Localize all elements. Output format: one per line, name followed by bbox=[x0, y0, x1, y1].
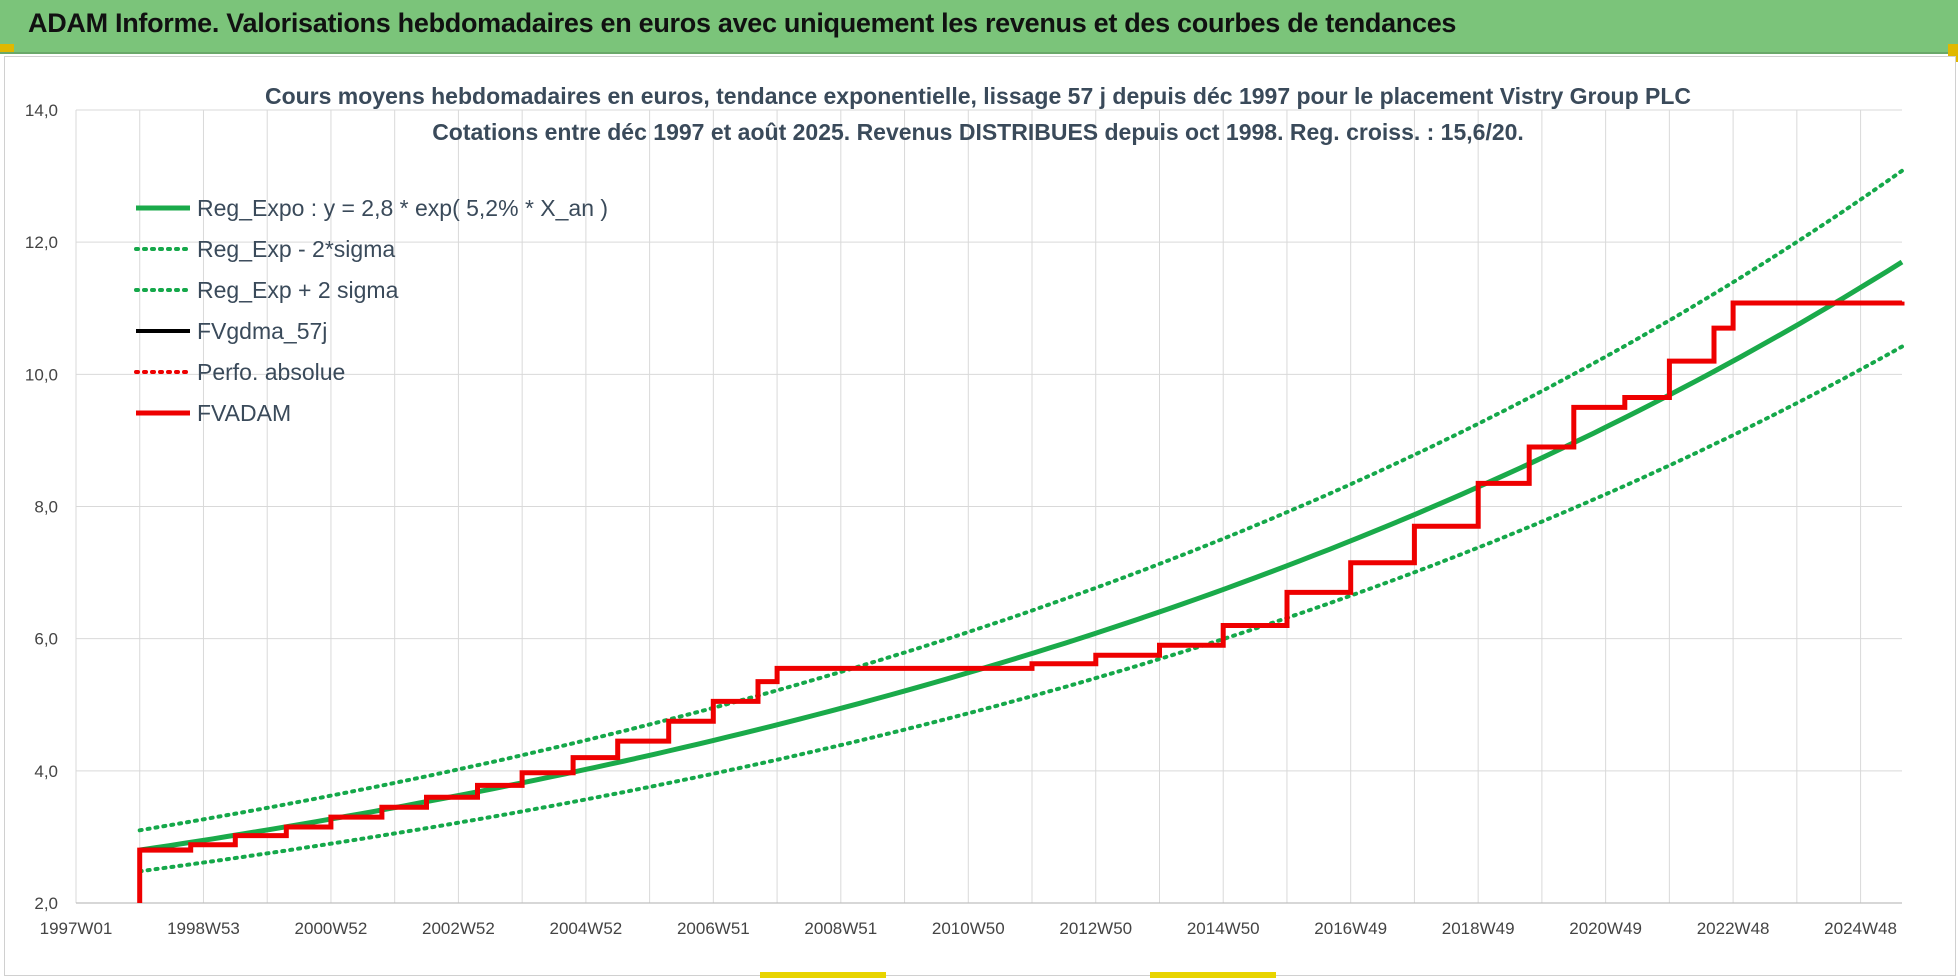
y-tick-label: 10,0 bbox=[25, 365, 58, 384]
legend-label-reg-exp-minus-2sigma: Reg_Exp - 2*sigma bbox=[197, 236, 395, 262]
x-tick-label: 2004W52 bbox=[549, 919, 622, 938]
x-tick-label: 2024W48 bbox=[1824, 919, 1897, 938]
bottom-marker-1 bbox=[760, 972, 886, 978]
x-tick-label: 2022W48 bbox=[1697, 919, 1770, 938]
title-background bbox=[296, 80, 1660, 156]
y-tick-label: 14,0 bbox=[25, 101, 58, 120]
series-line-fvadam bbox=[137, 300, 1905, 903]
axes: 2,0 4,0 6,0 8,0 10,0 12,0 14,0 1997W01 1998W53 20… bbox=[25, 101, 1902, 938]
x-tick-label: 2016W49 bbox=[1314, 919, 1387, 938]
grid bbox=[75, 109, 1902, 904]
x-tick-label: 1997W01 bbox=[40, 919, 113, 938]
series-line-reg-exp-plus-2sigma bbox=[137, 168, 1904, 833]
series-line-reg-exp-minus-2sigma bbox=[137, 344, 1904, 874]
legend-label-fvadam: FVADAM bbox=[197, 400, 291, 426]
legend-label-reg-expo: Reg_Expo : y = 2,8 * exp( 5,2% * X_an ) bbox=[197, 195, 608, 221]
page-title: ADAM Informe. Valorisations hebdomadaire… bbox=[28, 8, 1457, 38]
header-banner: ADAM Informe. Valorisations hebdomadaire… bbox=[0, 0, 1958, 54]
legend: Reg_Expo : y = 2,8 * exp( 5,2% * X_an ) R… bbox=[134, 195, 608, 426]
x-tick-label: 1998W53 bbox=[167, 919, 240, 938]
series-line-fvgdma-57j bbox=[139, 301, 1904, 851]
x-tick-label: 2000W52 bbox=[295, 919, 368, 938]
banner-left-marker bbox=[0, 44, 14, 52]
x-tick-label: 2020W49 bbox=[1569, 919, 1642, 938]
x-tick-label: 2012W50 bbox=[1059, 919, 1132, 938]
y-tick-label: 12,0 bbox=[25, 233, 58, 252]
legend-label-fvgdma-57j: FVgdma_57j bbox=[197, 318, 327, 344]
legend-label-perfo-absolue: Perfo. absolue bbox=[197, 359, 345, 385]
x-tick-label: 2002W52 bbox=[422, 919, 495, 938]
series-line-reg-expo bbox=[139, 259, 1904, 853]
legend-label-reg-exp-plus-2sigma: Reg_Exp + 2 sigma bbox=[197, 277, 399, 303]
y-tick-label: 6,0 bbox=[34, 630, 58, 649]
bottom-marker-2 bbox=[1150, 972, 1276, 978]
x-tick-label: 2006W51 bbox=[677, 919, 750, 938]
chart-title-line2: Cotations entre déc 1997 et août 2025. R… bbox=[432, 119, 1524, 145]
y-tick-label: 2,0 bbox=[34, 894, 58, 913]
x-tick-label: 2014W50 bbox=[1187, 919, 1260, 938]
chart-title-line1: Cours moyens hebdomadaires en euros, ten… bbox=[265, 83, 1691, 109]
x-tick-label: 2010W50 bbox=[932, 919, 1005, 938]
y-tick-label: 4,0 bbox=[34, 762, 58, 781]
banner-right-marker bbox=[1948, 44, 1958, 62]
x-tick-label: 2008W51 bbox=[804, 919, 877, 938]
x-tick-label: 2018W49 bbox=[1442, 919, 1515, 938]
series-group bbox=[137, 168, 1905, 903]
y-tick-label: 8,0 bbox=[34, 498, 58, 517]
